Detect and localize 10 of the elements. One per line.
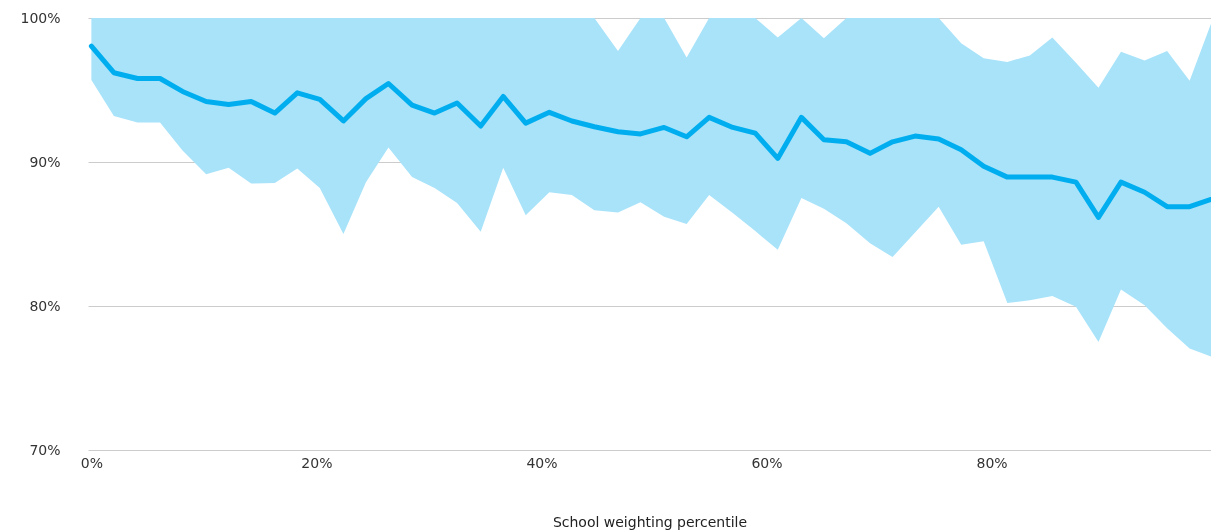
- y-tick-label: 80%: [29, 297, 61, 314]
- y-tick-label: 90%: [29, 153, 61, 170]
- y-tick-label: 70%: [29, 441, 61, 458]
- x-tick-label: 20%: [301, 454, 333, 471]
- x-tick-label: 80%: [976, 454, 1008, 471]
- y-tick-label: 100%: [20, 9, 61, 26]
- x-tick-label: 0%: [80, 454, 103, 471]
- x-axis-title: School weighting percentile: [552, 513, 748, 530]
- x-tick-label: 60%: [751, 454, 783, 471]
- x-tick-label: 40%: [526, 454, 558, 471]
